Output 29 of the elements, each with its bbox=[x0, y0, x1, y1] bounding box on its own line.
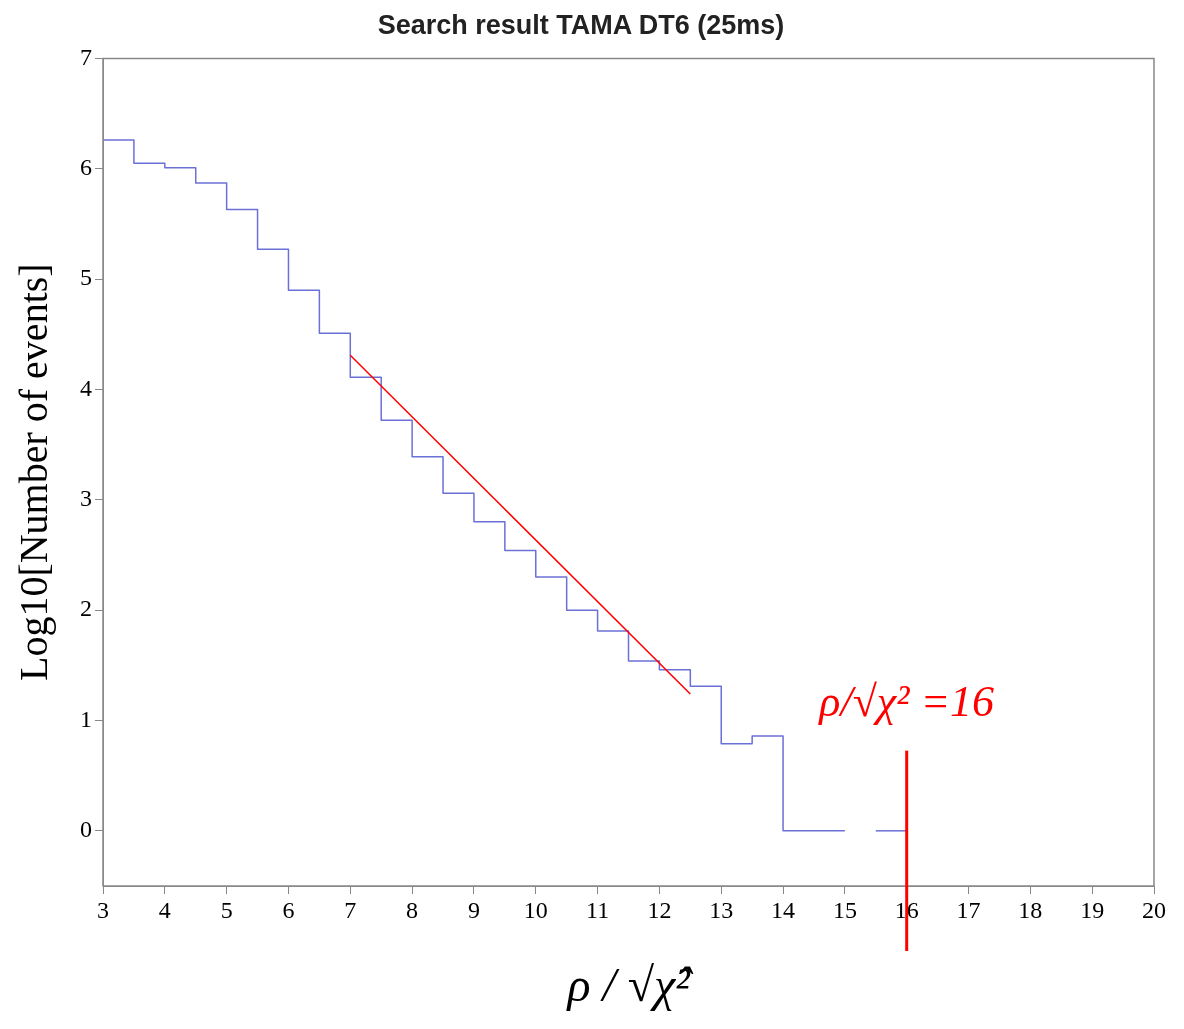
y-tick-label: 7 bbox=[80, 43, 92, 70]
x-tick-label: 10 bbox=[523, 896, 548, 923]
x-tick-label: 5 bbox=[220, 896, 233, 923]
y-tick-label: 5 bbox=[80, 264, 92, 291]
y-tick-label: 4 bbox=[80, 374, 92, 401]
y-tick-label: 2 bbox=[80, 595, 92, 622]
x-tick-label: 11 bbox=[586, 896, 610, 923]
x-tick-label: 6 bbox=[282, 896, 295, 923]
x-tick-label: 8 bbox=[406, 896, 419, 923]
x-tick-label: 13 bbox=[709, 896, 734, 923]
x-tick-label: 4 bbox=[158, 896, 171, 923]
chart-title: Search result TAMA DT6 (25ms) bbox=[377, 9, 785, 40]
x-tick-label: 9 bbox=[467, 896, 480, 923]
x-tick-label: 18 bbox=[1018, 896, 1043, 923]
y-tick-label: 0 bbox=[80, 816, 92, 843]
x-axis-title: ρ / √χ̂² bbox=[565, 957, 694, 1011]
x-tick-label: 14 bbox=[771, 896, 796, 923]
x-tick-label: 15 bbox=[832, 896, 857, 923]
x-tick-label: 20 bbox=[1142, 896, 1166, 923]
y-axis-title: Log10[Number of events] bbox=[10, 263, 56, 682]
y-tick-label: 1 bbox=[80, 705, 92, 732]
x-tick-label: 3 bbox=[97, 896, 109, 923]
ref-line-label: ρ/√χ² =16 bbox=[817, 676, 995, 726]
y-tick-label: 6 bbox=[80, 154, 92, 181]
x-tick-label: 17 bbox=[956, 896, 981, 923]
x-tick-label: 12 bbox=[647, 896, 672, 923]
y-tick-label: 3 bbox=[80, 485, 92, 512]
x-tick-label: 19 bbox=[1080, 896, 1105, 923]
x-tick-label: 7 bbox=[344, 896, 357, 923]
